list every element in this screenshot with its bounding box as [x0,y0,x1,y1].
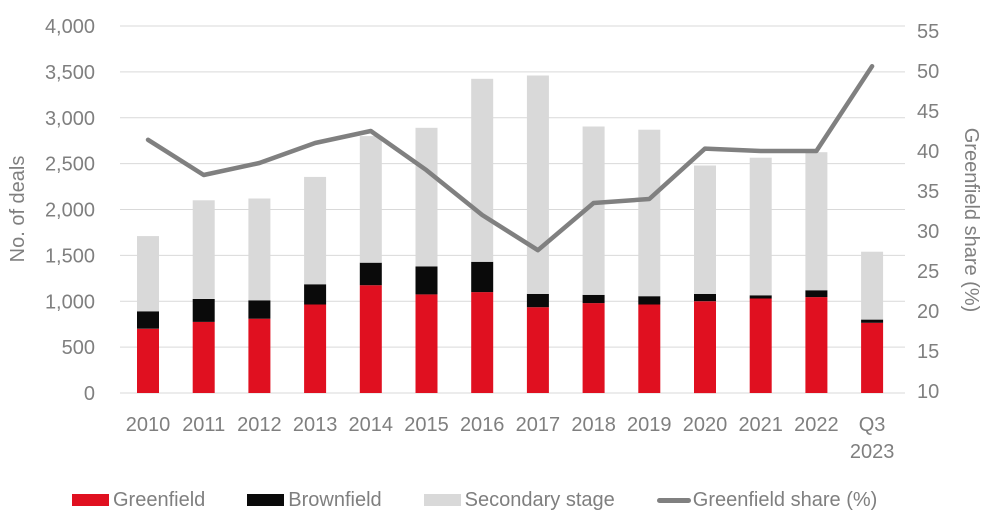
bar-2013-greenfield [304,304,327,393]
stacked-bars [137,75,884,394]
left-tick-1,500: 1,500 [45,245,95,267]
bar-2017-greenfield [526,307,549,393]
x-label-2019: 2019 [627,414,672,436]
bar-2012-secondary-stage [248,198,271,301]
right-tick-15: 15 [917,341,939,363]
x-label-2021: 2021 [738,414,783,436]
bar-q3-2023-greenfield [861,322,884,393]
bar-2011-brownfield [192,299,215,322]
bar-q3-2023-brownfield [861,319,884,323]
bar-2014-greenfield [359,285,382,393]
legend-item-greenfield: Greenfield [72,489,205,512]
deals-chart-canvas: 05001,0001,5002,0002,5003,0003,5004,000 … [7,16,982,463]
bar-2016-secondary-stage [471,78,494,262]
legend-swatch-greenfield [72,494,109,506]
legend-label-greenfield-share: Greenfield share (%) [692,488,878,511]
x-label-2015: 2015 [404,414,449,436]
bar-2015-secondary-stage [415,127,438,267]
x-axis-labels: 2010 2011 2012 2013 2014 2015 2016 2017 2018 2019… [126,414,895,463]
x-label-2013: 2013 [293,414,338,436]
bar-2016-brownfield [471,261,494,293]
bar-2022-brownfield [805,290,828,298]
right-axis-title: Greenfield share (%) [960,128,982,313]
right-tick-35: 35 [917,181,939,203]
bar-2019-brownfield [638,296,661,305]
left-tick-1,000: 1,000 [45,291,95,313]
left-tick-500: 500 [62,337,95,359]
x-label-2017: 2017 [516,414,561,436]
greenfield-share-line [145,63,875,253]
right-tick-20: 20 [917,301,939,323]
left-axis-title: No. of deals [7,156,29,263]
left-tick-3,000: 3,000 [45,108,95,130]
legend-label-brownfield: Brownfield [288,488,382,511]
x-label-2010: 2010 [126,414,171,436]
left-axis-tick-labels: 0 500 1,000 1,500 2,000 2,500 3,000 3,500 4,000 [45,16,95,405]
right-tick-30: 30 [917,221,939,243]
bar-2019-greenfield [638,304,661,393]
left-tick-4,000: 4,000 [45,16,95,38]
x-label-2016: 2016 [460,414,505,436]
legend-swatch-secondary-stage [423,494,461,506]
bar-2019-secondary-stage [638,129,661,297]
bar-2022-greenfield [805,297,828,393]
legend-item-brownfield: Brownfield [247,488,382,512]
legend-swatch-greenfield-share-line [656,497,691,503]
legend-label-secondary-stage: Secondary stage [464,488,615,511]
bar-2018-brownfield [582,294,605,304]
x-label-q3-2023: Q3 2023 [850,414,895,463]
bar-2017-secondary-stage [526,75,549,294]
bar-2020-brownfield [694,293,716,302]
right-axis-tick-labels: 10 15 20 25 30 35 40 45 50 55 [917,21,939,403]
chart-legend: Greenfield Brownfield Secondary stage Green… [72,485,877,515]
bar-2021-secondary-stage [749,157,772,296]
bar-2015-greenfield [415,294,438,393]
bar-2014-brownfield [359,262,382,286]
bar-2021-greenfield [749,298,772,393]
left-tick-0: 0 [84,383,95,405]
bar-2010-secondary-stage [137,236,159,312]
right-tick-45: 45 [917,101,939,123]
bar-2013-brownfield [304,284,327,305]
right-tick-50: 50 [917,61,939,83]
bar-q3-2023-secondary-stage [861,251,884,320]
legend-swatch-brownfield [247,494,285,506]
bar-2013-secondary-stage [304,176,327,285]
bar-2016-greenfield [471,292,494,393]
x-label-2011: 2011 [182,414,225,436]
x-label-2014: 2014 [349,414,394,436]
bar-2014-secondary-stage [359,136,382,263]
left-tick-2,000: 2,000 [45,200,95,222]
right-tick-25: 25 [917,261,939,283]
bar-2022-secondary-stage [805,152,828,291]
right-tick-55: 55 [917,21,939,43]
bar-2012-brownfield [248,300,271,319]
x-label-2020: 2020 [683,414,728,436]
right-tick-40: 40 [917,141,939,163]
gridlines [120,25,905,394]
bar-2010-brownfield [137,311,159,329]
left-tick-2,500: 2,500 [45,154,95,176]
bar-2011-greenfield [192,321,215,393]
left-tick-3,500: 3,500 [45,62,95,84]
bar-2020-greenfield [694,301,716,394]
bar-2017-brownfield [526,293,549,308]
x-label-2018: 2018 [571,414,616,436]
legend-item-secondary-stage: Secondary stage [423,488,615,512]
bar-2015-brownfield [415,266,438,295]
bar-2020-secondary-stage [694,165,716,294]
legend-label-greenfield: Greenfield [113,488,206,511]
bar-2012-greenfield [248,318,271,393]
bar-2018-greenfield [582,303,605,393]
bar-2011-secondary-stage [192,200,215,299]
greenfield-share-polyline [145,63,875,253]
bar-2010-greenfield [137,328,159,393]
x-label-2012: 2012 [237,414,282,436]
right-tick-10: 10 [917,381,939,403]
x-label-2022: 2022 [794,414,839,436]
bar-2021-brownfield [749,295,772,299]
bar-2018-secondary-stage [582,126,605,295]
legend-item-greenfield-share: Greenfield share (%) [656,488,878,512]
